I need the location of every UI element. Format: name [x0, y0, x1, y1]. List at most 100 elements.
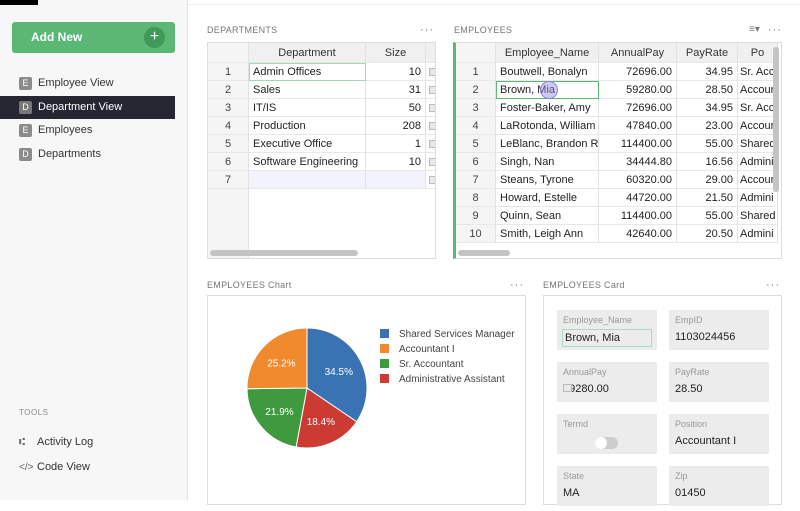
- pay-rate-cell[interactable]: 29.00: [677, 171, 738, 189]
- employee-name-cell[interactable]: Foster-Baker, Amy: [496, 99, 599, 117]
- row-number[interactable]: 5: [456, 135, 496, 153]
- field-value[interactable]: 01450: [675, 487, 706, 499]
- annual-pay-cell[interactable]: 72696.00: [599, 99, 677, 117]
- field-value[interactable]: 28.50: [675, 383, 703, 395]
- pie-slice[interactable]: [306, 327, 368, 423]
- departments-menu-icon[interactable]: ···: [420, 24, 434, 36]
- department-cell[interactable]: Sales: [249, 81, 366, 99]
- employee-name-cell[interactable]: Singh, Nan: [496, 153, 599, 171]
- field-zip[interactable]: Zip 01450: [669, 466, 769, 506]
- vertical-scrollbar[interactable]: [773, 47, 779, 192]
- row-number[interactable]: 3: [208, 99, 249, 117]
- sidebar-item-department-view[interactable]: D Department View: [0, 95, 175, 119]
- column-header[interactable]: AnnualPay: [599, 43, 677, 63]
- field-annualpay[interactable]: AnnualPay 59280.00: [557, 362, 657, 402]
- row-number[interactable]: 3: [456, 99, 496, 117]
- field-employee-name[interactable]: Employee_Name Brown, Mia: [557, 310, 657, 350]
- position-cell[interactable]: Shared: [738, 207, 778, 225]
- field-value[interactable]: MA: [563, 487, 580, 499]
- position-cell[interactable]: Accour: [738, 117, 778, 135]
- employee-name-cell[interactable]: Steans, Tyrone: [496, 171, 599, 189]
- pay-rate-cell[interactable]: 23.00: [677, 117, 738, 135]
- chart-menu-icon[interactable]: ···: [510, 279, 524, 291]
- column-header[interactable]: Employee_Name: [496, 43, 599, 63]
- pie-slice[interactable]: [246, 327, 308, 390]
- department-cell[interactable]: [249, 171, 366, 189]
- sidebar-item-departments[interactable]: D Departments: [0, 143, 175, 166]
- field-position[interactable]: Position Accountant I: [669, 414, 769, 454]
- position-cell[interactable]: Accour: [738, 171, 778, 189]
- row-number[interactable]: 1: [456, 63, 496, 81]
- tool-activity-log[interactable]: ⑆ Activity Log: [19, 436, 93, 448]
- employees-grid[interactable]: Employee_Name AnnualPay PayRate Po 1 Boutwell…: [453, 42, 782, 259]
- position-cell[interactable]: Admini: [738, 189, 778, 207]
- cell[interactable]: [426, 81, 435, 99]
- annual-pay-cell[interactable]: 47840.00: [599, 117, 677, 135]
- column-header[interactable]: Po: [738, 43, 778, 63]
- row-number[interactable]: 7: [456, 171, 496, 189]
- row-number[interactable]: 2: [456, 81, 496, 99]
- row-number[interactable]: 1: [208, 63, 249, 81]
- pay-rate-cell[interactable]: 28.50: [677, 81, 738, 99]
- employee-name-cell[interactable]: Boutwell, Bonalyn: [496, 63, 599, 81]
- pay-rate-cell[interactable]: 16.56: [677, 153, 738, 171]
- row-number[interactable]: 4: [208, 117, 249, 135]
- field-value[interactable]: 59280.00: [563, 383, 609, 395]
- row-number[interactable]: 7: [208, 171, 249, 189]
- annual-pay-cell[interactable]: 34444.80: [599, 153, 677, 171]
- pay-rate-cell[interactable]: 55.00: [677, 135, 738, 153]
- position-cell[interactable]: Admini: [738, 153, 778, 171]
- annual-pay-cell[interactable]: 114400.00: [599, 135, 677, 153]
- position-cell[interactable]: Sr. Acc: [738, 99, 778, 117]
- horizontal-scrollbar[interactable]: [210, 250, 358, 256]
- employee-name-cell[interactable]: LaRotonda, William: [496, 117, 599, 135]
- size-cell[interactable]: 10: [366, 63, 426, 81]
- termd-toggle[interactable]: [595, 437, 618, 449]
- pie-slice[interactable]: [295, 387, 358, 449]
- field-value[interactable]: 1103024456: [675, 331, 736, 343]
- size-cell[interactable]: 31: [366, 81, 426, 99]
- field-state[interactable]: State MA: [557, 466, 657, 506]
- department-cell[interactable]: IT/IS: [249, 99, 366, 117]
- cell[interactable]: [426, 135, 435, 153]
- row-number[interactable]: 9: [456, 207, 496, 225]
- annual-pay-cell[interactable]: 72696.00: [599, 63, 677, 81]
- field-payrate[interactable]: PayRate 28.50: [669, 362, 769, 402]
- tool-code-view[interactable]: </> Code View: [19, 461, 90, 473]
- cell[interactable]: [426, 171, 435, 189]
- cell[interactable]: [426, 63, 435, 81]
- size-cell[interactable]: 1: [366, 135, 426, 153]
- department-cell[interactable]: Software Engineering: [249, 153, 366, 171]
- employee-name-cell[interactable]: Howard, Estelle: [496, 189, 599, 207]
- column-header[interactable]: PayRate: [677, 43, 738, 63]
- employees-menu-icon[interactable]: ···: [768, 24, 782, 36]
- row-number[interactable]: 2: [208, 81, 249, 99]
- department-cell[interactable]: Production: [249, 117, 366, 135]
- size-cell[interactable]: [366, 171, 426, 189]
- pay-rate-cell[interactable]: 55.00: [677, 207, 738, 225]
- add-new-button[interactable]: Add New +: [12, 22, 175, 53]
- sidebar-item-employees[interactable]: E Employees: [0, 119, 175, 142]
- size-cell[interactable]: 208: [366, 117, 426, 135]
- department-cell[interactable]: Admin Offices: [249, 63, 366, 81]
- column-header[interactable]: Department: [249, 43, 366, 63]
- position-cell[interactable]: Shared: [738, 135, 778, 153]
- annual-pay-cell[interactable]: 42640.00: [599, 225, 677, 243]
- departments-grid[interactable]: Department Size 1 Admin Offices 10 2 Sales 31 3 I…: [207, 42, 436, 259]
- pay-rate-cell[interactable]: 34.95: [677, 63, 738, 81]
- sort-filter-icon[interactable]: ≡▾: [749, 24, 760, 35]
- position-cell[interactable]: Sr. Acc: [738, 63, 778, 81]
- cell[interactable]: [426, 99, 435, 117]
- annual-pay-cell[interactable]: 60320.00: [599, 171, 677, 189]
- field-value[interactable]: Accountant I: [675, 435, 737, 447]
- card-menu-icon[interactable]: ···: [766, 279, 780, 291]
- row-number[interactable]: 6: [208, 153, 249, 171]
- field-termd[interactable]: Termd: [557, 414, 657, 454]
- department-cell[interactable]: Executive Office: [249, 135, 366, 153]
- position-cell[interactable]: Admini: [738, 225, 778, 243]
- sidebar-item-employee-view[interactable]: E Employee View: [0, 72, 175, 95]
- row-number[interactable]: 4: [456, 117, 496, 135]
- annual-pay-cell[interactable]: 59280.00: [599, 81, 677, 99]
- column-header[interactable]: Size: [366, 43, 426, 63]
- field-empid[interactable]: EmpID 1103024456: [669, 310, 769, 350]
